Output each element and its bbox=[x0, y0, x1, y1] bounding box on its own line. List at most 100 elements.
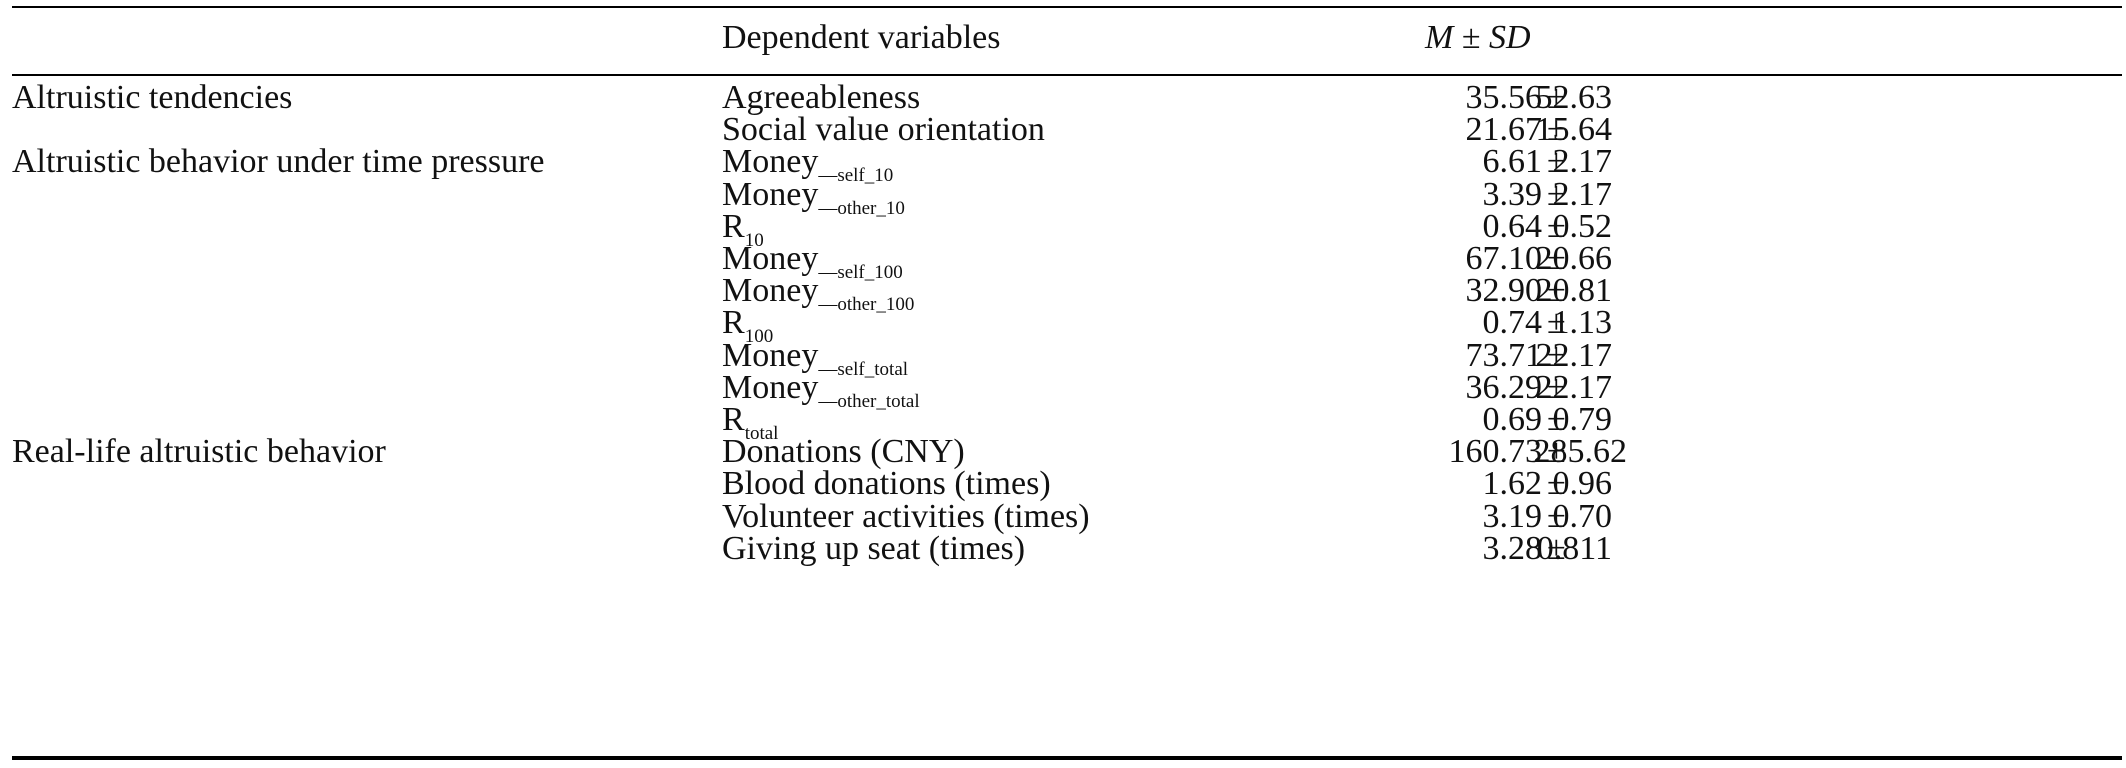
table-row: Giving up seat (times) 3.28 ±0.811 bbox=[0, 527, 2126, 571]
variable-name: Money bbox=[722, 175, 819, 213]
header-pm: ± bbox=[1461, 19, 1481, 56]
row-variable: Giving up seat (times) bbox=[722, 527, 1025, 571]
variable-name: Donations (CNY) bbox=[722, 433, 965, 471]
row-mean: 0.64 bbox=[1482, 207, 1543, 245]
row-sd: 20.66 bbox=[1535, 240, 1613, 277]
table-row: Rtotal 0.69 ±0.79 bbox=[0, 398, 2126, 444]
table-row: Social value orientation 21.67 ±15.64 bbox=[0, 108, 2126, 152]
table-row: Money—self_total 73.71 ±22.17 bbox=[0, 334, 2126, 379]
row-sd: 0.79 bbox=[1552, 401, 1613, 438]
row-sd: 2.17 bbox=[1552, 175, 1613, 213]
table-row: R100 0.74 ±1.13 bbox=[0, 301, 2126, 348]
table-row: Volunteer activities (times) 3.19 ±0.70 bbox=[0, 495, 2126, 539]
row-plus-minus: ± bbox=[1547, 79, 1566, 116]
row-sd: 0.811 bbox=[1536, 529, 1612, 567]
table-row: Real-life altruistic behavior Donations (… bbox=[0, 430, 2126, 474]
row-variable: Money—self_10 bbox=[722, 140, 893, 185]
variable-subscript: —other_total bbox=[818, 390, 920, 412]
table-bottom-rule bbox=[12, 756, 2122, 760]
table-row: Money—other_100 32.90 ±20.81 bbox=[0, 269, 2126, 316]
variable-subscript: 100 bbox=[744, 326, 774, 348]
row-variable: Money—self_100 bbox=[722, 237, 903, 283]
row-variable: Blood donations (times) bbox=[722, 462, 1051, 506]
variable-name: R bbox=[722, 304, 745, 342]
row-group-label: Altruistic tendencies bbox=[12, 79, 293, 116]
row-mean: 3.19 bbox=[1482, 497, 1543, 535]
variable-name: Money bbox=[722, 272, 819, 310]
row-sd: 20.81 bbox=[1535, 272, 1613, 310]
row-plus-minus: ± bbox=[1547, 336, 1566, 374]
variable-name: Money bbox=[722, 336, 819, 374]
header-sd: SD bbox=[1489, 19, 1531, 56]
row-sd: 52.63 bbox=[1535, 79, 1613, 116]
row-plus-minus: ± bbox=[1547, 111, 1566, 149]
row-variable: Money—self_total bbox=[722, 334, 908, 379]
variable-subscript: —self_100 bbox=[818, 262, 903, 283]
table-top-rule bbox=[12, 6, 2122, 8]
row-sd: 15.64 bbox=[1535, 111, 1613, 149]
row-plus-minus: ± bbox=[1547, 175, 1566, 213]
row-sd: 0.52 bbox=[1552, 207, 1613, 245]
row-mean: 3.28 bbox=[1482, 529, 1543, 567]
variable-name: Money bbox=[722, 240, 819, 277]
row-plus-minus: ± bbox=[1547, 529, 1566, 567]
variable-subscript: total bbox=[744, 423, 779, 444]
row-group-label: Altruistic behavior under time pressure bbox=[12, 143, 545, 181]
row-sd: 1.13 bbox=[1552, 304, 1613, 342]
table-row: Altruistic behavior under time pressure M… bbox=[0, 140, 2126, 185]
row-mean: 32.90 bbox=[1465, 272, 1543, 310]
table-row: Money—self_100 67.10 ±20.66 bbox=[0, 237, 2126, 283]
row-mean: 21.67 bbox=[1465, 111, 1543, 149]
variable-subscript: —other_10 bbox=[818, 197, 905, 219]
row-sd: 0.70 bbox=[1552, 497, 1613, 535]
table-row: Altruistic tendencies Agreeableness 35.56 ±… bbox=[0, 76, 2126, 120]
table-row: Blood donations (times) 1.62 ±0.96 bbox=[0, 462, 2126, 506]
variable-name: Agreeableness bbox=[722, 79, 921, 116]
table-row: Money—other_total 36.29 ±22.17 bbox=[0, 366, 2126, 412]
row-variable: Money—other_total bbox=[722, 366, 920, 412]
header-m: M bbox=[1425, 19, 1454, 56]
variable-name: Money bbox=[722, 368, 819, 406]
row-plus-minus: ± bbox=[1547, 401, 1566, 438]
row-variable: R100 bbox=[722, 301, 774, 348]
variable-name: Blood donations (times) bbox=[722, 465, 1051, 503]
variable-subscript: —other_100 bbox=[818, 294, 915, 316]
row-mean: 1.62 bbox=[1482, 465, 1543, 503]
row-plus-minus: ± bbox=[1547, 368, 1566, 406]
variable-name: Money bbox=[722, 143, 819, 181]
row-variable: Volunteer activities (times) bbox=[722, 495, 1090, 539]
row-plus-minus: ± bbox=[1547, 433, 1566, 471]
row-mean: 3.39 bbox=[1482, 175, 1543, 213]
header-mean-sd: M ± SD bbox=[1425, 18, 1531, 58]
variable-name: R bbox=[722, 401, 745, 438]
variable-subscript: 10 bbox=[744, 229, 764, 251]
row-variable: Donations (CNY) bbox=[722, 430, 965, 474]
row-variable: Social value orientation bbox=[722, 108, 1045, 152]
row-variable: Money—other_10 bbox=[722, 173, 905, 219]
row-plus-minus: ± bbox=[1547, 304, 1566, 342]
variable-name: R bbox=[722, 207, 745, 245]
row-mean: 36.29 bbox=[1465, 368, 1543, 406]
row-sd: 22.17 bbox=[1535, 336, 1613, 374]
row-plus-minus: ± bbox=[1547, 272, 1566, 310]
row-plus-minus: ± bbox=[1547, 465, 1566, 503]
row-mean: 73.71 bbox=[1465, 336, 1543, 374]
row-plus-minus: ± bbox=[1547, 207, 1566, 245]
row-plus-minus: ± bbox=[1547, 497, 1566, 535]
row-variable: Agreeableness bbox=[722, 76, 920, 120]
header-dependent-variables: Dependent variables bbox=[722, 19, 1001, 56]
variable-name: Volunteer activities (times) bbox=[722, 497, 1090, 535]
row-group-label: Real-life altruistic behavior bbox=[12, 433, 386, 471]
row-mean: 35.56 bbox=[1465, 79, 1543, 116]
table-row: R10 0.64 ±0.52 bbox=[0, 205, 2126, 251]
row-plus-minus: ± bbox=[1547, 240, 1566, 277]
row-mean: 160.73 bbox=[1448, 433, 1543, 471]
row-mean: 0.69 bbox=[1482, 401, 1543, 438]
row-plus-minus: ± bbox=[1547, 143, 1566, 181]
row-mean: 6.61 bbox=[1482, 143, 1543, 181]
row-variable: Rtotal bbox=[722, 398, 779, 444]
row-sd: 285.62 bbox=[1533, 433, 1628, 471]
row-sd: 22.17 bbox=[1535, 368, 1613, 406]
table-header-rule bbox=[12, 74, 2122, 76]
row-sd: 2.17 bbox=[1552, 143, 1613, 181]
